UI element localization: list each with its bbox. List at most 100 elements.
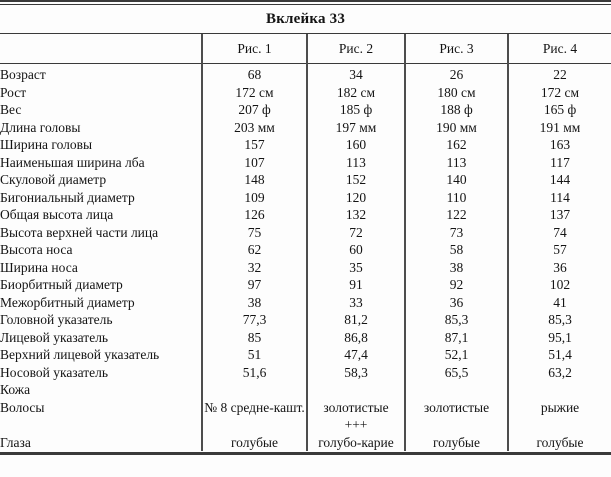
cell-value: 51,6	[201, 363, 307, 381]
cell-value: 26	[404, 63, 508, 84]
cell-value: 160	[306, 136, 405, 154]
cell-value: 85	[201, 328, 307, 346]
cell-value: 32	[201, 258, 307, 276]
cell-value	[507, 416, 611, 434]
cell-value: 203 мм	[201, 118, 307, 136]
table-row: Головной указатель 77,3 81,2 85,3 85,3	[0, 311, 611, 329]
cell-value: 87,1	[404, 328, 508, 346]
cell-value: 41	[507, 293, 611, 311]
cell-value: 163	[507, 136, 611, 154]
top-rule-thick	[0, 0, 611, 2]
cell-value: 62	[201, 241, 307, 259]
table-row: Возраст 68 34 26 22	[0, 63, 611, 84]
table-body: Возраст 68 34 26 22 Рост 172 см 182 см 180 см 172…	[0, 63, 611, 451]
cell-value: 51	[201, 346, 307, 364]
table-row: Бигониальный диаметр 109 120 110 114	[0, 188, 611, 206]
cell-value: 36	[507, 258, 611, 276]
cell-value: 120	[306, 188, 405, 206]
table-row: Волосы № 8 средне-кашт. золотистые золотист…	[0, 398, 611, 416]
bottom-rule	[0, 452, 611, 455]
cell-value: 109	[201, 188, 307, 206]
cell-value: голубо-карие	[306, 433, 405, 451]
table-row: Наименьшая ширина лба 107 113 113 117	[0, 153, 611, 171]
table-row: Кожа	[0, 381, 611, 399]
header-cell-fig2: Рис. 2	[306, 34, 405, 64]
cell-value: 97	[201, 276, 307, 294]
header-cell-fig3: Рис. 3	[404, 34, 508, 64]
cell-value: 190 мм	[404, 118, 508, 136]
cell-value: 65,5	[404, 363, 508, 381]
cell-value: 73	[404, 223, 508, 241]
row-label	[0, 416, 202, 434]
row-label: Волосы	[0, 399, 45, 415]
cell-value: 102	[507, 276, 611, 294]
cell-value: 47,4	[306, 346, 405, 364]
cell-value: 74	[507, 223, 611, 241]
row-label: Носовой указатель	[0, 364, 109, 380]
row-label: Длина головы	[0, 119, 81, 135]
header-cell-fig1: Рис. 1	[201, 34, 307, 64]
table-row: Ширина головы 157 160 162 163	[0, 136, 611, 154]
row-label: Кожа	[0, 382, 31, 397]
cell-value: 132	[306, 206, 405, 224]
row-label: Верхний лицевой указатель	[0, 347, 160, 362]
top-rule-thin	[0, 4, 611, 5]
row-label: Возраст	[0, 67, 46, 82]
table-row: Скуловой диаметр 148 152 140 144	[0, 171, 611, 189]
cell-value: 148	[201, 171, 307, 189]
table-row: Высота верхней части лица 75 72 73 74	[0, 223, 611, 241]
cell-value: 91	[306, 276, 405, 294]
row-label: Лицевой указатель	[0, 329, 109, 345]
cell-value: 107	[201, 153, 307, 171]
cell-value: 162	[404, 136, 508, 154]
cell-value: 165 ф	[507, 101, 611, 119]
table-row: Рост 172 см 182 см 180 см 172 см	[0, 83, 611, 101]
cell-value	[201, 416, 307, 434]
cell-value: 51,4	[507, 346, 611, 364]
header-cell-empty	[0, 34, 202, 64]
row-label: Биорбитный диаметр	[0, 277, 123, 292]
row-label: Высота верхней части лица	[0, 224, 159, 240]
cell-value: 207 ф	[201, 101, 307, 119]
row-label: Наименьшая ширина лба	[0, 154, 145, 170]
row-label: Бигониальный диаметр	[0, 189, 135, 205]
table-row: Лицевой указатель 85 86,8 87,1 95,1	[0, 328, 611, 346]
row-label: Межорбитный диаметр	[0, 294, 135, 310]
cell-value: 172 см	[507, 83, 611, 101]
cell-value: золотистые	[306, 398, 405, 416]
cell-value: 185 ф	[306, 101, 405, 119]
table-row: Глаза голубые голубо-карие голубые голубые	[0, 433, 611, 451]
row-label: Вес	[0, 102, 22, 117]
table-row: Высота носа 62 60 58 57	[0, 241, 611, 259]
cell-value: 75	[201, 223, 307, 241]
table-row: Носовой указатель 51,6 58,3 65,5 63,2	[0, 363, 611, 381]
table-row: Длина головы 203 мм 197 мм 190 мм 191 мм	[0, 118, 611, 136]
table-row: Ширина носа 32 35 38 36	[0, 258, 611, 276]
cell-value: 191 мм	[507, 118, 611, 136]
cell-value	[404, 381, 508, 399]
row-label: Ширина головы	[0, 137, 93, 152]
cell-value: 60	[306, 241, 405, 259]
cell-value: 117	[507, 153, 611, 171]
cell-value: 68	[201, 63, 307, 84]
row-label: Скуловой диаметр	[0, 172, 107, 187]
row-label: Головной указатель	[0, 312, 113, 327]
row-label: Ширина носа	[0, 259, 78, 275]
cell-value: 57	[507, 241, 611, 259]
cell-value: 33	[306, 293, 405, 311]
cell-value: 86,8	[306, 328, 405, 346]
table-row: Межорбитный диаметр 38 33 36 41	[0, 293, 611, 311]
row-label: Высота носа	[0, 242, 73, 257]
cell-value: № 8 средне-кашт.	[201, 398, 307, 416]
cell-value: 140	[404, 171, 508, 189]
cell-value: 85,3	[507, 311, 611, 329]
cell-value: 180 см	[404, 83, 508, 101]
cell-value	[404, 416, 508, 434]
cell-value: 113	[306, 153, 405, 171]
cell-value: 182 см	[306, 83, 405, 101]
cell-value: 58	[404, 241, 508, 259]
cell-value: 144	[507, 171, 611, 189]
table-row: Общая высота лица 126 132 122 137	[0, 206, 611, 224]
cell-value	[201, 381, 307, 399]
table-title: Вклейка 33	[0, 5, 611, 34]
